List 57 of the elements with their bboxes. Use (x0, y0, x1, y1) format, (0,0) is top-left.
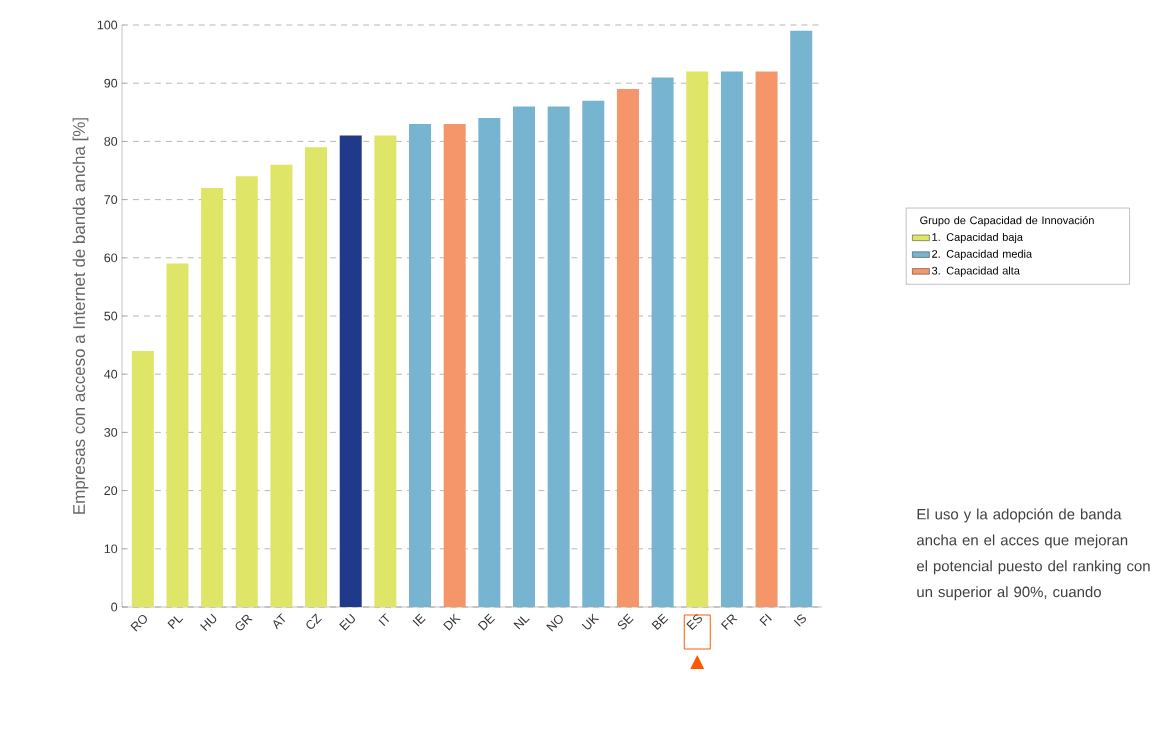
x-tick-label: EU (339, 613, 355, 631)
x-tick-label: DE (477, 613, 495, 631)
y-tick-label: 80 (104, 136, 118, 146)
bar (166, 263, 189, 607)
bar (443, 123, 466, 607)
x-tick-label: CZ (306, 613, 322, 629)
bar (790, 30, 813, 607)
x-tick-label: ES (686, 614, 703, 631)
y-tick-label: 40 (104, 369, 118, 379)
y-tick-label: 60 (104, 253, 118, 263)
legend-title: Grupo de Capacidad de Innovación (920, 216, 1094, 227)
bar (339, 135, 362, 607)
y-tick-label: 10 (104, 544, 118, 554)
bar (755, 71, 778, 607)
bar (201, 187, 224, 607)
x-tick-label: IS (793, 614, 806, 627)
y-tick-label: 20 (104, 486, 118, 496)
x-tick-label: UK (581, 613, 600, 630)
bar (374, 135, 397, 607)
y-tick-label: 50 (104, 311, 118, 321)
x-tick-label: NL (513, 616, 530, 630)
x-tick-label: SE (617, 613, 634, 630)
bar (235, 176, 258, 607)
bar (409, 123, 432, 607)
x-tick-label: PL (167, 616, 184, 630)
bar (512, 106, 535, 607)
x-tick-label: FR (720, 614, 738, 631)
y-axis-title: Empresas con acceso a Internet de banda ancha [%] (72, 118, 89, 514)
bar (478, 118, 501, 607)
x-tick-label: GR (235, 614, 253, 631)
bar (547, 106, 570, 607)
x-tick-label: DK (443, 613, 461, 631)
bar (131, 350, 154, 607)
legend-label: 3. Capacidad alta (932, 266, 1020, 277)
y-tick-label: 0 (111, 602, 118, 612)
bar (582, 100, 605, 607)
x-tick-label: BE (651, 613, 669, 631)
bar (651, 77, 674, 607)
y-tick-label: 100 (97, 20, 118, 30)
x-tick-label: IE (412, 613, 426, 627)
x-tick-label: FI (759, 613, 772, 627)
x-tick-label: IT (378, 613, 390, 627)
bar (686, 71, 709, 607)
bar (270, 164, 293, 607)
y-tick-label: 70 (104, 195, 118, 205)
x-tick-label: HU (200, 613, 217, 631)
legend-label: 2. Capacidad media (932, 249, 1033, 260)
y-tick-label: 30 (104, 428, 118, 437)
x-tick-label: NO (546, 614, 563, 632)
x-tick-label: RO (130, 614, 147, 632)
x-tick-label: AT (273, 613, 286, 630)
bar (305, 147, 328, 607)
y-tick-label: 90 (104, 78, 118, 88)
bar (720, 71, 743, 607)
bar (616, 89, 639, 607)
legend-label: 1. Capacidad baja (932, 232, 1023, 244)
text: El uso y la adopción de banda ancha en el acces que mejoran el potencial puesto del ranking con un superior al 90%, cuando (917, 508, 1150, 601)
